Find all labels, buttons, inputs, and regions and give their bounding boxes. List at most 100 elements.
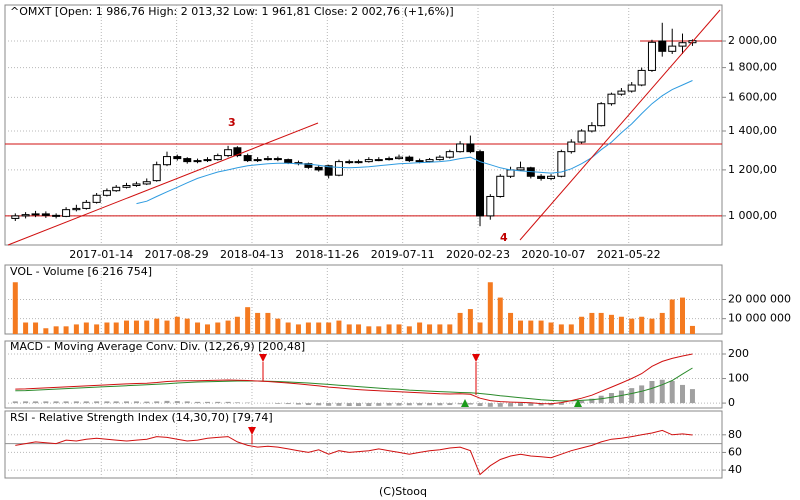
- volume-bar: [669, 299, 675, 334]
- y-tick-label: 1 000,00: [728, 209, 777, 222]
- volume-bar: [43, 328, 49, 334]
- volume-bar: [356, 324, 362, 334]
- y-tick-label: 200: [728, 347, 749, 360]
- histogram-bar: [63, 401, 69, 404]
- y-tick-label: 1 600,00: [728, 90, 777, 103]
- y-tick-label: 0: [728, 396, 735, 409]
- volume-bar: [558, 324, 564, 334]
- marks: 2017-01-14 2017-08-29 2018-04-13 2018-11-26…: [5, 5, 791, 478]
- volume-bar: [295, 324, 301, 334]
- volume-bar: [376, 326, 382, 334]
- moving-average: [136, 80, 693, 205]
- histogram-bar: [396, 403, 402, 406]
- volume-bar: [33, 322, 39, 334]
- y-tick-label: 20 000 000: [728, 293, 791, 306]
- macd-title: MACD - Moving Average Conv. Div. (12,26,…: [10, 340, 305, 353]
- histogram-bar: [689, 389, 695, 404]
- candle-body: [273, 158, 282, 161]
- histogram-bar: [124, 401, 130, 404]
- volume-bar: [447, 324, 453, 334]
- volume-bar: [113, 322, 119, 334]
- histogram-bar: [356, 403, 362, 407]
- histogram-bar: [326, 403, 332, 406]
- histogram-bar: [83, 401, 89, 404]
- histogram-bar: [629, 388, 635, 404]
- candle-body: [607, 93, 616, 105]
- candle-body: [224, 149, 233, 157]
- volume-bar: [629, 318, 635, 334]
- histogram-bar: [94, 401, 100, 404]
- volume-bar: [538, 320, 544, 334]
- volume-bar: [104, 322, 110, 334]
- volume-bar: [406, 326, 412, 334]
- candle-body: [678, 42, 687, 47]
- y-tick-label: 80: [728, 428, 742, 441]
- candle-body: [82, 201, 91, 209]
- candle-body: [567, 141, 576, 153]
- volume-bar: [83, 322, 89, 334]
- candle-body: [516, 167, 525, 171]
- y-tick-label: 2 000,00: [728, 34, 777, 47]
- volume-bar: [366, 326, 372, 334]
- histogram-bar: [649, 381, 655, 404]
- candle-body: [425, 159, 434, 163]
- volume-bar: [63, 326, 69, 334]
- candle-body: [284, 159, 293, 164]
- volume-bar: [386, 324, 392, 334]
- y-tick-label: 40: [728, 463, 742, 476]
- x-tick-label: 2019-07-11: [371, 248, 435, 261]
- volume-title: VOL - Volume [6 216 754]: [10, 265, 152, 278]
- x-tick-label: 2021-05-22: [597, 248, 661, 261]
- volume-bar: [608, 314, 614, 334]
- histogram-bar: [184, 401, 190, 404]
- y-tick-label: 1 400,00: [728, 124, 777, 137]
- histogram-bar: [53, 401, 59, 404]
- volume-bar: [124, 320, 130, 334]
- volume-bar: [579, 316, 585, 334]
- annotation: 3: [228, 116, 236, 129]
- candle-body: [173, 156, 182, 160]
- volume-bar: [285, 322, 291, 334]
- candle-body: [537, 175, 546, 179]
- histogram-bar: [427, 403, 433, 406]
- histogram-bar: [477, 403, 483, 407]
- volume-bar: [326, 322, 332, 334]
- candle-body: [62, 209, 71, 217]
- volume-bar: [477, 322, 483, 334]
- volume-bar: [589, 312, 595, 334]
- candle-body: [547, 175, 556, 179]
- x-tick-label: 2018-04-13: [220, 248, 284, 261]
- candle-body: [193, 160, 202, 163]
- volume-bar: [467, 309, 473, 334]
- volume-bar: [275, 318, 281, 334]
- candle-body: [456, 143, 465, 153]
- candle-body: [41, 213, 50, 216]
- macd-line: [15, 367, 693, 402]
- candle-body: [668, 45, 677, 52]
- signal-marker: [248, 427, 256, 435]
- volume-bar: [316, 322, 322, 334]
- candle-body: [334, 161, 343, 176]
- volume-bar: [215, 322, 221, 334]
- signal-marker: [461, 399, 469, 407]
- histogram-bar: [43, 401, 49, 404]
- histogram-bar: [113, 401, 119, 404]
- histogram-bar: [305, 403, 311, 406]
- histogram-bar: [386, 403, 392, 406]
- candle-body: [243, 155, 252, 162]
- candle-body: [597, 103, 606, 127]
- candle-body: [213, 155, 222, 161]
- volume-bar: [154, 318, 160, 334]
- histogram-bar: [497, 403, 503, 407]
- volume-bar: [94, 324, 100, 334]
- histogram-bar: [366, 403, 372, 407]
- histogram-bar: [234, 402, 240, 404]
- volume-bar: [396, 324, 402, 334]
- histogram-bar: [12, 401, 18, 404]
- volume-bar: [437, 324, 443, 334]
- histogram-bar: [417, 403, 423, 406]
- histogram-bar: [406, 403, 412, 406]
- volume-bar: [518, 320, 524, 334]
- volume-bar: [457, 312, 463, 334]
